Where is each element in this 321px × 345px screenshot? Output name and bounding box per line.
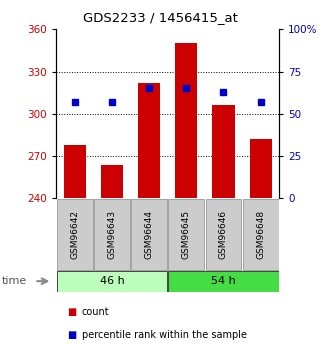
Bar [101, 165, 123, 198]
Text: percentile rank within the sample: percentile rank within the sample [82, 330, 247, 339]
Text: 46 h: 46 h [100, 276, 124, 286]
Bar [249, 139, 272, 198]
Bar [169, 271, 279, 292]
Bar [64, 145, 86, 198]
Bar [57, 271, 167, 292]
Text: GDS2233 / 1456415_at: GDS2233 / 1456415_at [83, 11, 238, 24]
Bar [169, 199, 204, 270]
Bar [175, 43, 197, 198]
Text: time: time [2, 276, 27, 286]
Bar [213, 105, 235, 198]
Text: GSM96646: GSM96646 [219, 210, 228, 259]
Bar [131, 199, 167, 270]
Text: count: count [82, 307, 109, 317]
Bar [206, 199, 241, 270]
Text: ■: ■ [67, 330, 77, 339]
Bar [138, 83, 160, 198]
Text: 54 h: 54 h [211, 276, 236, 286]
Bar [57, 199, 93, 270]
Bar [94, 199, 130, 270]
Text: GSM96648: GSM96648 [256, 210, 265, 259]
Text: GSM96643: GSM96643 [108, 210, 117, 259]
Text: GSM96645: GSM96645 [182, 210, 191, 259]
Bar [243, 199, 279, 270]
Text: GSM96642: GSM96642 [70, 210, 79, 259]
Text: ■: ■ [67, 307, 77, 317]
Text: GSM96644: GSM96644 [145, 210, 154, 259]
